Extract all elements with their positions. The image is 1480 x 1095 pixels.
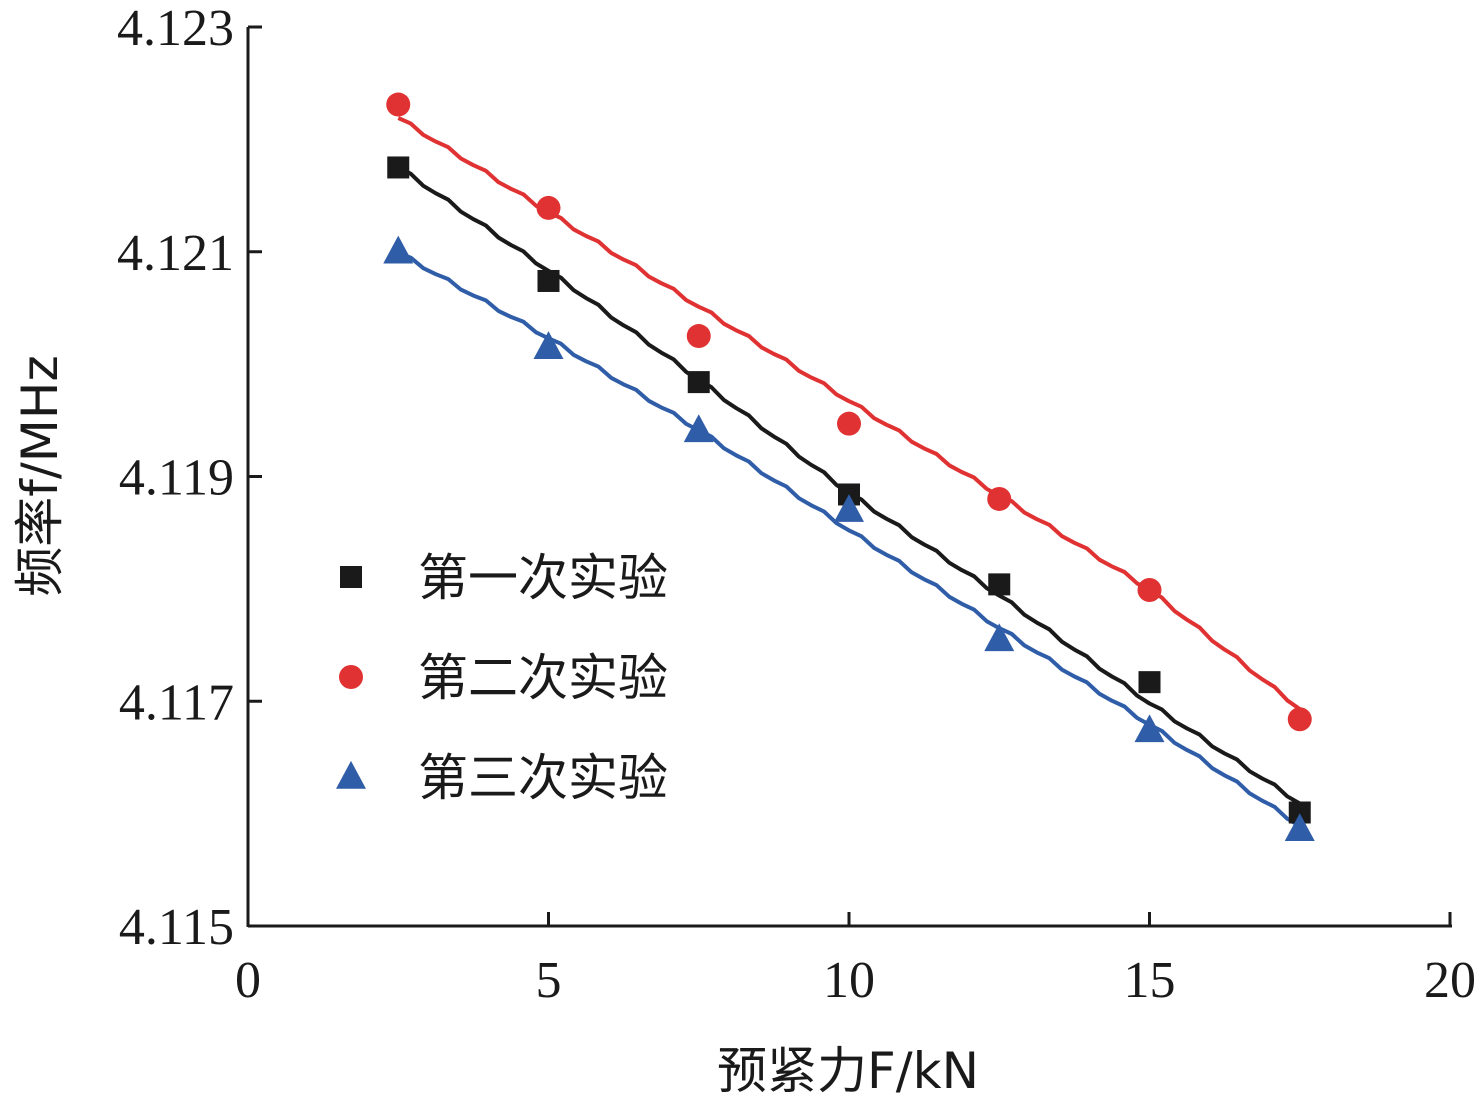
legend-marker-1 — [340, 566, 362, 588]
y-tick-label: 4.121 — [117, 225, 234, 282]
series-1-point — [1138, 671, 1161, 694]
series-1-point — [537, 269, 560, 292]
series-1-point — [988, 573, 1011, 596]
series-3-point — [1284, 813, 1315, 842]
series-2-point — [837, 411, 861, 436]
series-3-point — [984, 623, 1015, 652]
series-1-point — [387, 156, 410, 179]
y-tick-label: 4.123 — [117, 0, 234, 57]
series-2-point — [386, 92, 411, 117]
series-3-fit-line — [397, 251, 1301, 828]
ticks: 0 5 10 15 20 4.115 4.117 4.119 4.121 4.123 — [117, 0, 1476, 1009]
series-2-point — [686, 324, 711, 349]
legend-marker-2 — [339, 665, 363, 689]
x-tick-label: 5 — [536, 952, 562, 1009]
series-3-point — [683, 414, 714, 443]
series-2-point — [536, 195, 561, 220]
legend-marker-3 — [336, 760, 366, 789]
series-1-point — [687, 371, 710, 394]
series-3-point — [834, 494, 864, 522]
series-3-point — [383, 235, 414, 264]
x-tick-label: 20 — [1424, 952, 1476, 1009]
y-axis-title: 频率f/MHz — [11, 355, 69, 596]
x-axis-title: 预紧力F/kN — [717, 1042, 979, 1095]
x-tick-label: 15 — [1124, 952, 1176, 1009]
series-3-point — [1134, 714, 1165, 743]
series-2-point — [1287, 707, 1312, 732]
series-2-point — [1137, 577, 1162, 602]
series-1-point — [1288, 801, 1311, 824]
legend-label-2: 第二次实验 — [418, 649, 668, 707]
y-tick-label: 4.117 — [119, 674, 234, 731]
x-tick-label: 10 — [823, 952, 875, 1009]
plot-area — [383, 92, 1315, 842]
legend-label-1: 第一次实验 — [418, 549, 668, 607]
series-2-point — [987, 486, 1012, 511]
series-3-point — [533, 331, 564, 359]
y-tick-label: 4.115 — [119, 899, 234, 956]
legend-label-3: 第三次实验 — [418, 749, 668, 807]
y-tick-label: 4.119 — [119, 450, 234, 507]
x-tick-label: 0 — [235, 952, 261, 1009]
